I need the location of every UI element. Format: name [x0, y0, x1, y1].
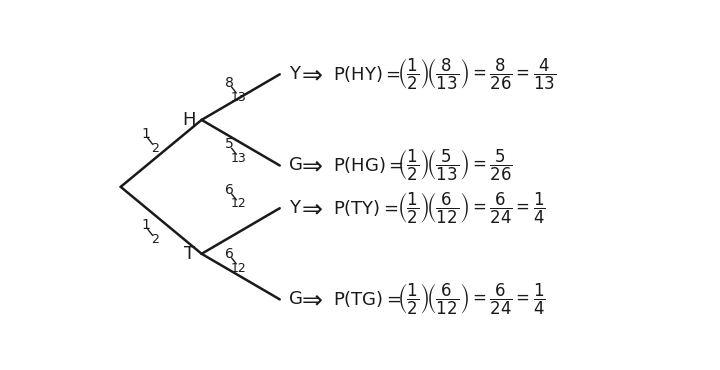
Text: $\left(\dfrac{1}{2}\right)\!\left(\dfrac{6}{12}\right)=\dfrac{6}{24}=\dfrac{1}{4: $\left(\dfrac{1}{2}\right)\!\left(\dfrac…: [397, 282, 546, 317]
Text: Y: Y: [289, 65, 300, 83]
Text: 1: 1: [141, 127, 150, 141]
Text: $\mathrm{P(HG)} = $: $\mathrm{P(HG)} = $: [333, 155, 404, 175]
Text: 12: 12: [230, 262, 246, 275]
Text: 13: 13: [230, 91, 246, 104]
Text: 1: 1: [141, 218, 150, 232]
Text: T: T: [184, 245, 195, 263]
Text: $\left(\dfrac{1}{2}\right)\!\left(\dfrac{5}{13}\right)=\dfrac{5}{26}$: $\left(\dfrac{1}{2}\right)\!\left(\dfrac…: [397, 148, 513, 183]
Text: G: G: [289, 157, 302, 175]
Text: H: H: [182, 111, 195, 129]
Text: 13: 13: [230, 152, 246, 165]
Text: $\mathrm{P(HY)} = $: $\mathrm{P(HY)} = $: [333, 64, 401, 84]
Text: 6: 6: [225, 183, 234, 197]
Text: $\Rightarrow$: $\Rightarrow$: [297, 287, 324, 312]
Text: $\Rightarrow$: $\Rightarrow$: [297, 196, 324, 220]
Text: 2: 2: [150, 142, 158, 155]
Text: 6: 6: [225, 247, 234, 261]
Text: Y: Y: [289, 199, 300, 217]
Text: 5: 5: [225, 137, 234, 151]
Text: $\mathrm{P(TG)} = $: $\mathrm{P(TG)} = $: [333, 289, 401, 309]
Text: $\left(\dfrac{1}{2}\right)\!\left(\dfrac{8}{13}\right)=\dfrac{8}{26}=\dfrac{4}{1: $\left(\dfrac{1}{2}\right)\!\left(\dfrac…: [397, 57, 557, 92]
Text: $\left(\dfrac{1}{2}\right)\!\left(\dfrac{6}{12}\right)=\dfrac{6}{24}=\dfrac{1}{4: $\left(\dfrac{1}{2}\right)\!\left(\dfrac…: [397, 191, 546, 226]
Text: $\Rightarrow$: $\Rightarrow$: [297, 154, 324, 178]
Text: G: G: [289, 290, 302, 308]
Text: $\Rightarrow$: $\Rightarrow$: [297, 62, 324, 86]
Text: $\mathrm{P(TY)} = $: $\mathrm{P(TY)} = $: [333, 198, 398, 218]
Text: 8: 8: [225, 76, 234, 90]
Text: 2: 2: [150, 233, 158, 246]
Text: 12: 12: [230, 198, 246, 211]
